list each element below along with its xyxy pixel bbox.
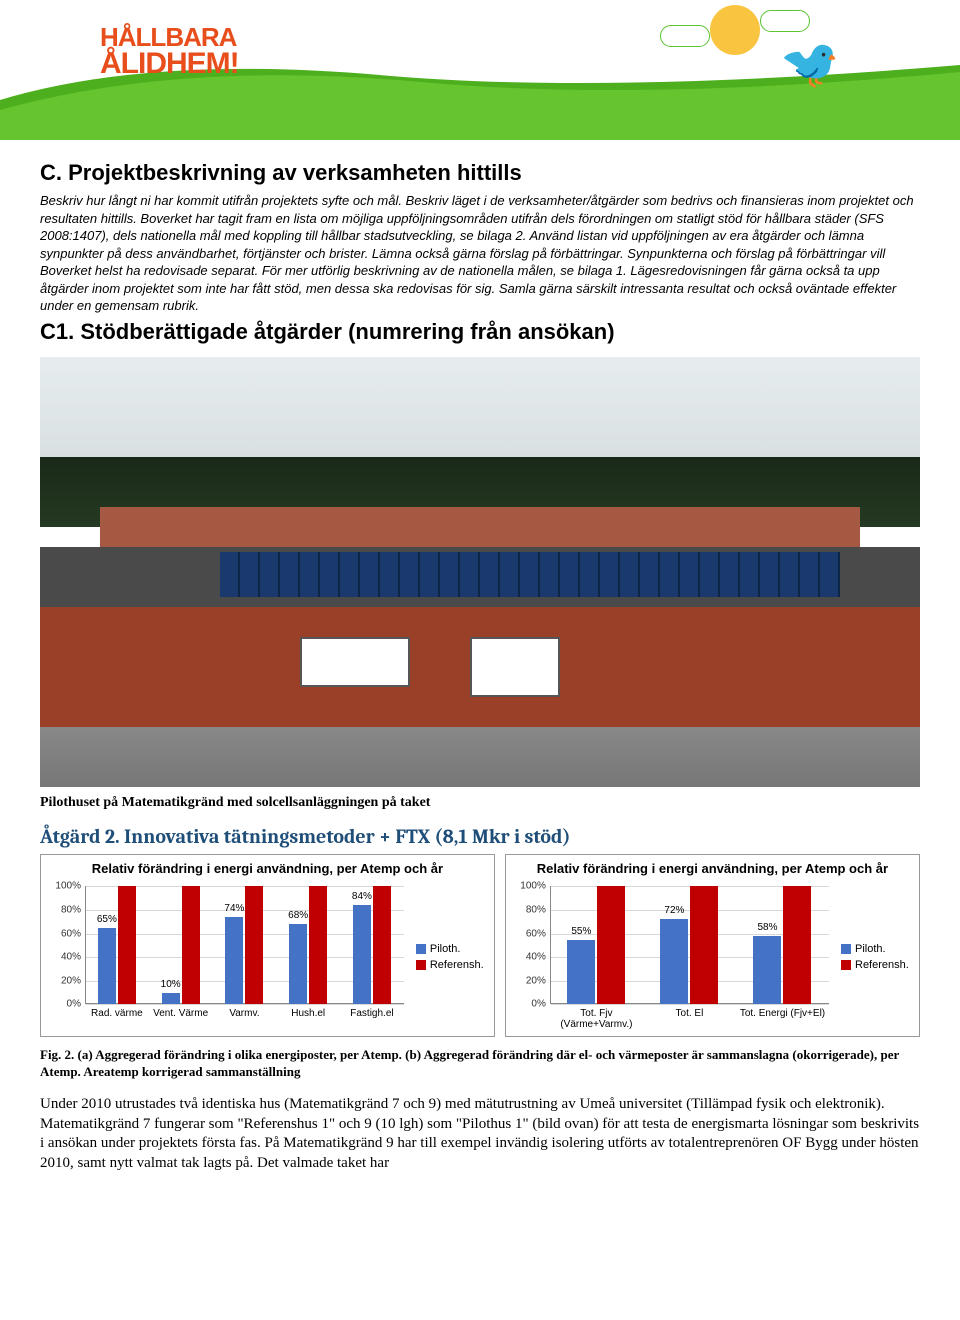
page-content: C. Projektbeskrivning av verksamheten hi… [0, 140, 960, 1203]
legend-swatch [841, 944, 851, 954]
y-tick-label: 20% [514, 975, 546, 986]
bar [373, 886, 391, 1004]
bar: 74% [225, 917, 243, 1004]
x-tick-label: Varmv. [213, 1006, 277, 1032]
x-tick-label: Fastigh.el [340, 1006, 404, 1032]
body-paragraph: Under 2010 utrustades två identiska hus … [40, 1095, 920, 1173]
y-tick-label: 40% [514, 952, 546, 963]
chart-a-title: Relativ förändring i energi användning, … [49, 861, 486, 877]
legend-label: Piloth. [430, 943, 461, 955]
legend-label: Piloth. [855, 943, 886, 955]
figure-caption: Fig. 2. (a) Aggregerad förändring i olik… [40, 1047, 920, 1081]
y-tick-label: 100% [514, 881, 546, 892]
legend-swatch [416, 944, 426, 954]
chart-a-plot: 0% 20% 40% 60% 80% 100% 65% 10% 74% 68% 84% Rad. vä… [49, 882, 408, 1032]
sun-icon [710, 5, 760, 55]
bar-value-label: 55% [571, 926, 591, 937]
photo-caption: Pilothuset på Matematikgränd med solcell… [40, 795, 920, 811]
bar [690, 886, 718, 1004]
chart-b-title: Relativ förändring i energi användning, … [514, 861, 911, 877]
bar-value-label: 72% [664, 905, 684, 916]
bar [597, 886, 625, 1004]
bar [118, 886, 136, 1004]
chart-b: Relativ förändring i energi användning, … [505, 854, 920, 1038]
legend-item: Piloth. [416, 943, 486, 955]
bar-value-label: 58% [757, 922, 777, 933]
y-tick-label: 80% [514, 905, 546, 916]
x-tick-label: Hush.el [276, 1006, 340, 1032]
x-tick-label: Tot. El [643, 1006, 736, 1032]
chart-b-plot: 0% 20% 40% 60% 80% 100% 55% 72% 58% Tot. Fjv (Vär… [514, 882, 833, 1032]
cloud-icon [660, 25, 710, 47]
charts-row: Relativ förändring i energi användning, … [40, 854, 920, 1038]
cloud-icon [760, 10, 810, 32]
legend-swatch [841, 960, 851, 970]
bar [182, 886, 200, 1004]
y-tick-label: 0% [514, 999, 546, 1010]
legend-item: Referensh. [416, 959, 486, 971]
bar: 72% [660, 919, 688, 1004]
site-logo: HÅLLBARA ÅLIDHEM! [100, 25, 239, 78]
bar-value-label: 68% [288, 910, 308, 921]
legend-label: Referensh. [430, 959, 484, 971]
chart-a-legend: Piloth. Referensh. [408, 882, 486, 1032]
bar-value-label: 74% [224, 903, 244, 914]
bar: 68% [289, 924, 307, 1004]
bar-value-label: 84% [352, 891, 372, 902]
x-tick-label: Vent. Värme [149, 1006, 213, 1032]
y-tick-label: 80% [49, 905, 81, 916]
bar: 58% [753, 936, 781, 1004]
bar-value-label: 10% [161, 979, 181, 990]
bird-icon: 🐦 [780, 35, 840, 92]
y-tick-label: 0% [49, 999, 81, 1010]
logo-line2: ÅLIDHEM! [100, 50, 239, 79]
x-tick-label: Rad. värme [85, 1006, 149, 1032]
legend-label: Referensh. [855, 959, 909, 971]
chart-a: Relativ förändring i energi användning, … [40, 854, 495, 1038]
x-tick-label: Tot. Fjv (Värme+Varmv.) [550, 1006, 643, 1032]
bar-value-label: 65% [97, 914, 117, 925]
legend-swatch [416, 960, 426, 970]
y-tick-label: 60% [514, 928, 546, 939]
y-tick-label: 20% [49, 975, 81, 986]
bar: 55% [567, 940, 595, 1005]
y-tick-label: 60% [49, 928, 81, 939]
solar-panels [220, 552, 840, 597]
x-tick-label: Tot. Energi (Fjv+El) [736, 1006, 829, 1032]
legend-item: Piloth. [841, 943, 911, 955]
y-tick-label: 40% [49, 952, 81, 963]
y-tick-label: 100% [49, 881, 81, 892]
bar: 65% [98, 928, 116, 1005]
bar [309, 886, 327, 1004]
atgard2-title: Åtgärd 2. Innovativa tätningsmetoder + F… [40, 825, 920, 848]
bar [245, 886, 263, 1004]
chart-b-legend: Piloth. Referensh. [833, 882, 911, 1032]
header-banner: 🐦 HÅLLBARA ÅLIDHEM! [0, 0, 960, 140]
pilot-house-photo [40, 357, 920, 787]
section-c-title: C. Projektbeskrivning av verksamheten hi… [40, 160, 920, 186]
legend-item: Referensh. [841, 959, 911, 971]
logo-line1: HÅLLBARA [100, 25, 239, 50]
bar: 84% [353, 905, 371, 1004]
section-c-intro: Beskriv hur långt ni har kommit utifrån … [40, 192, 920, 315]
section-c1-title: C1. Stödberättigade åtgärder (numrering … [40, 319, 920, 345]
bar: 10% [162, 993, 180, 1005]
bar [783, 886, 811, 1004]
